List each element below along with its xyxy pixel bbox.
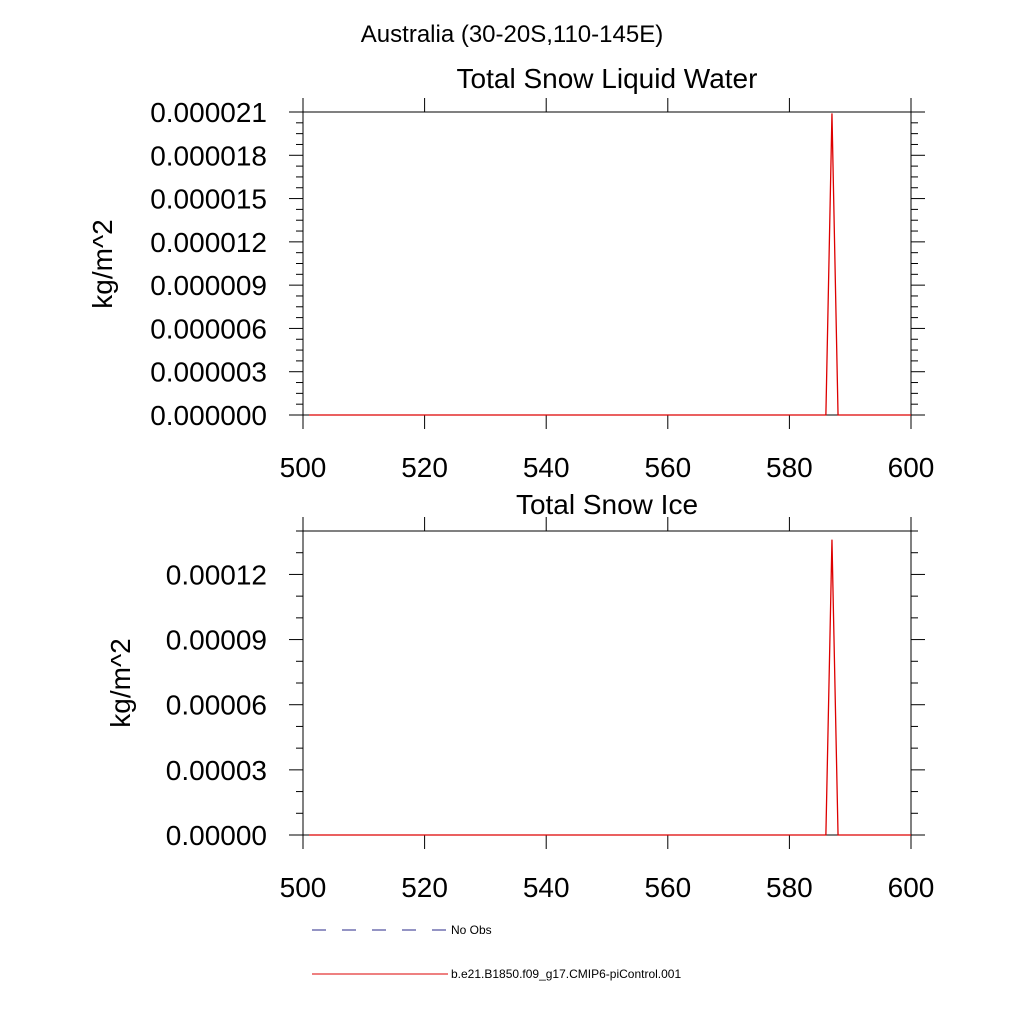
chart-title: Total Snow Liquid Water [457, 63, 758, 94]
y-tick-label: 0.00006 [166, 690, 267, 721]
y-tick-label: 0.00003 [166, 755, 267, 786]
y-axis-label: kg/m^2 [105, 638, 136, 727]
y-tick-label: 0.00000 [166, 820, 267, 851]
legend: No Obs b.e21.B1850.f09_g17.CMIP6-piContro… [312, 923, 681, 981]
plot-frame [302, 111, 912, 416]
y-tick-label: 0.000015 [150, 184, 267, 215]
y-tick-label: 0.000000 [150, 400, 267, 431]
x-tick-label: 540 [523, 452, 570, 483]
x-tick-label: 580 [766, 452, 813, 483]
x-tick-label: 540 [523, 872, 570, 903]
series-line-1 [309, 539, 911, 836]
y-tick-label: 0.000009 [150, 270, 267, 301]
legend-label-2: b.e21.B1850.f09_g17.CMIP6-piControl.001 [451, 967, 681, 981]
chart-title: Total Snow Ice [516, 489, 698, 520]
x-tick-label: 500 [280, 452, 327, 483]
chart-panel-1: Total Snow Liquid Water kg/m^2 0.000000 0.0… [87, 63, 934, 483]
figure-suptitle: Australia (30-20S,110-145E) [361, 21, 663, 48]
x-tick-label: 580 [766, 872, 813, 903]
y-tick-label: 0.000003 [150, 357, 267, 388]
x-tick-label: 560 [644, 872, 691, 903]
x-tick-label: 600 [888, 872, 935, 903]
x-tick-label: 560 [644, 452, 691, 483]
plot-frame [302, 530, 912, 836]
y-tick-label: 0.000021 [150, 97, 267, 128]
chart-panels: Total Snow Liquid Water kg/m^2 0.000000 0.0… [87, 63, 934, 903]
x-tick-label: 500 [280, 872, 327, 903]
y-tick-label: 0.000012 [150, 227, 267, 258]
y-tick-label: 0.00009 [166, 625, 267, 656]
legend-label-1: No Obs [451, 923, 492, 937]
x-tick-label: 520 [401, 452, 448, 483]
x-tick-label: 600 [888, 452, 935, 483]
y-axis-label: kg/m^2 [87, 219, 118, 308]
y-tick-label: 0.00012 [166, 559, 267, 590]
y-tick-label: 0.000006 [150, 313, 267, 344]
x-tick-label: 520 [401, 872, 448, 903]
y-tick-label: 0.000018 [150, 140, 267, 171]
series-line-1 [309, 113, 911, 416]
chart-panel-2: Total Snow Ice kg/m^2 0.00000 0.00003 0.0000… [105, 489, 934, 903]
